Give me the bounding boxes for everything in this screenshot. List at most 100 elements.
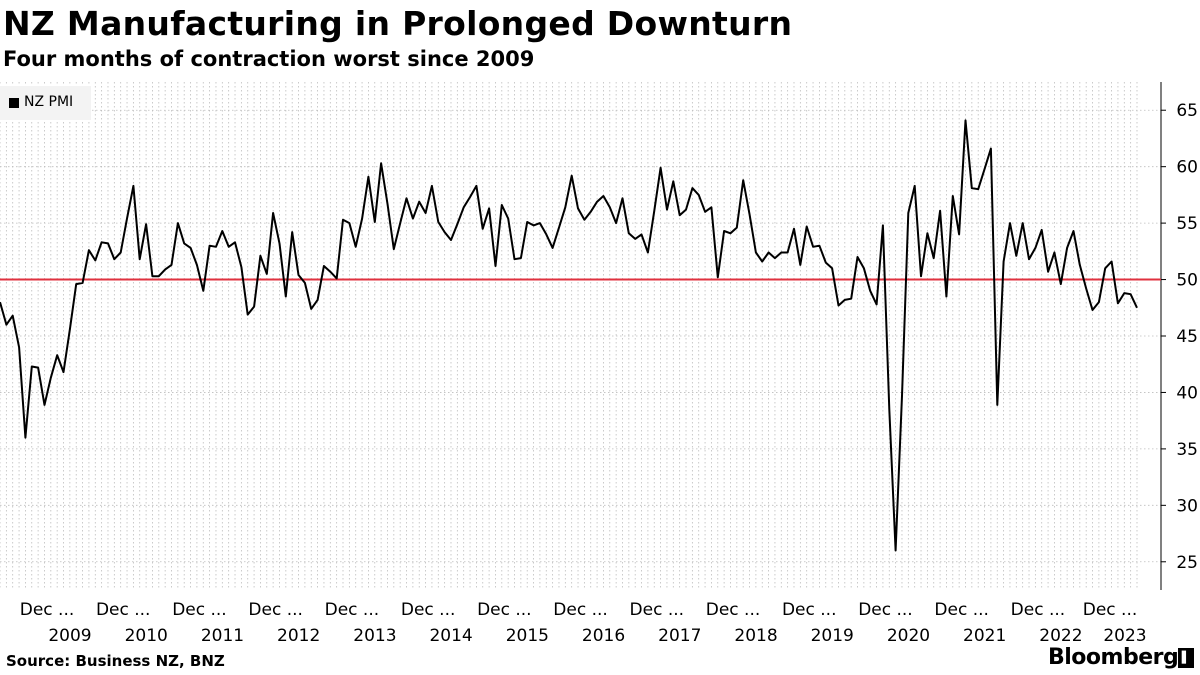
- data-point: [469, 196, 471, 198]
- chart-subtitle: Four months of contraction worst since 2…: [3, 47, 535, 71]
- data-point: [507, 218, 509, 220]
- data-point: [1053, 251, 1055, 253]
- data-point: [653, 210, 655, 212]
- y-tick-label: 60: [1176, 158, 1198, 178]
- x-tick-label-year: 2012: [277, 626, 320, 646]
- data-point: [869, 290, 871, 292]
- data-point: [113, 258, 115, 260]
- x-tick-label-month: Dec ...: [934, 600, 989, 620]
- data-point: [202, 290, 204, 292]
- data-point: [799, 264, 801, 266]
- x-tick-label-year: 2021: [963, 626, 1006, 646]
- data-point: [647, 251, 649, 253]
- data-point: [888, 408, 890, 410]
- x-tick-label-year: 2022: [1039, 626, 1082, 646]
- x-tick-label-year: 2015: [506, 626, 549, 646]
- data-point: [914, 185, 916, 187]
- data-point: [158, 275, 160, 277]
- data-point: [177, 222, 179, 224]
- data-point: [463, 206, 465, 208]
- data-point: [1092, 309, 1094, 311]
- data-point: [304, 282, 306, 284]
- data-point: [209, 245, 211, 247]
- data-point: [945, 295, 947, 297]
- data-point: [228, 246, 230, 248]
- data-point: [1136, 307, 1138, 309]
- y-tick-label: 35: [1176, 440, 1198, 460]
- x-tick-label-year: 2018: [734, 626, 777, 646]
- data-point: [494, 265, 496, 267]
- data-point: [964, 119, 966, 121]
- data-point: [272, 212, 274, 214]
- data-point: [1085, 288, 1087, 290]
- data-point: [596, 201, 598, 203]
- legend: NZ PMI: [0, 86, 91, 120]
- data-point: [628, 232, 630, 234]
- data-point: [69, 328, 71, 330]
- data-point: [43, 404, 45, 406]
- data-point: [793, 228, 795, 230]
- data-point: [418, 201, 420, 203]
- data-point: [825, 262, 827, 264]
- data-point: [577, 207, 579, 209]
- data-point: [1098, 301, 1100, 303]
- x-tick-label-year: 2009: [48, 626, 91, 646]
- x-tick-label-month: Dec ...: [782, 600, 837, 620]
- data-point: [857, 256, 859, 258]
- brand-logo: Bloomberg: [1048, 645, 1179, 670]
- data-point: [818, 245, 820, 247]
- data-point: [215, 246, 217, 248]
- data-point: [761, 260, 763, 262]
- data-point: [1104, 267, 1106, 269]
- data-point: [939, 210, 941, 212]
- data-point: [907, 212, 909, 214]
- data-point: [590, 211, 592, 213]
- data-point: [780, 251, 782, 253]
- data-point: [958, 233, 960, 235]
- data-point: [342, 219, 344, 221]
- data-point: [1034, 247, 1036, 249]
- data-point: [336, 277, 338, 279]
- data-point: [145, 223, 147, 225]
- data-point: [863, 267, 865, 269]
- data-point: [520, 257, 522, 259]
- x-tick-label-month: Dec ...: [630, 600, 685, 620]
- y-tick-label: 30: [1176, 496, 1198, 516]
- y-tick-label: 25: [1176, 553, 1198, 573]
- bloomberg-terminal-icon: ▌: [1178, 648, 1194, 668]
- data-point: [723, 230, 725, 232]
- data-point: [729, 232, 731, 234]
- data-point: [393, 248, 395, 250]
- data-point: [132, 185, 134, 187]
- data-point: [120, 251, 122, 253]
- data-point: [82, 282, 84, 284]
- data-point: [107, 242, 109, 244]
- data-point: [412, 218, 414, 220]
- data-point: [221, 230, 223, 232]
- data-point: [1028, 258, 1030, 260]
- data-point: [876, 303, 878, 305]
- data-point: [374, 221, 376, 223]
- data-point: [456, 223, 458, 225]
- data-point: [94, 259, 96, 261]
- data-point: [882, 224, 884, 226]
- data-point: [5, 324, 7, 326]
- data-point: [298, 274, 300, 276]
- data-point: [291, 231, 293, 233]
- data-point: [367, 176, 369, 178]
- data-point: [571, 175, 573, 177]
- data-point: [1123, 292, 1125, 294]
- data-point: [774, 257, 776, 259]
- x-tick-label-month: Dec ...: [706, 600, 761, 620]
- x-tick-label-year: 2010: [125, 626, 168, 646]
- y-tick-label: 65: [1176, 101, 1198, 121]
- x-tick-label-month: Dec ...: [248, 600, 303, 620]
- data-point: [31, 365, 33, 367]
- data-point: [50, 377, 52, 379]
- data-point: [1047, 271, 1049, 273]
- data-point: [1022, 222, 1024, 224]
- data-point: [1072, 230, 1074, 232]
- x-tick-label-month: Dec ...: [1083, 600, 1138, 620]
- data-point: [139, 258, 141, 260]
- data-point: [812, 246, 814, 248]
